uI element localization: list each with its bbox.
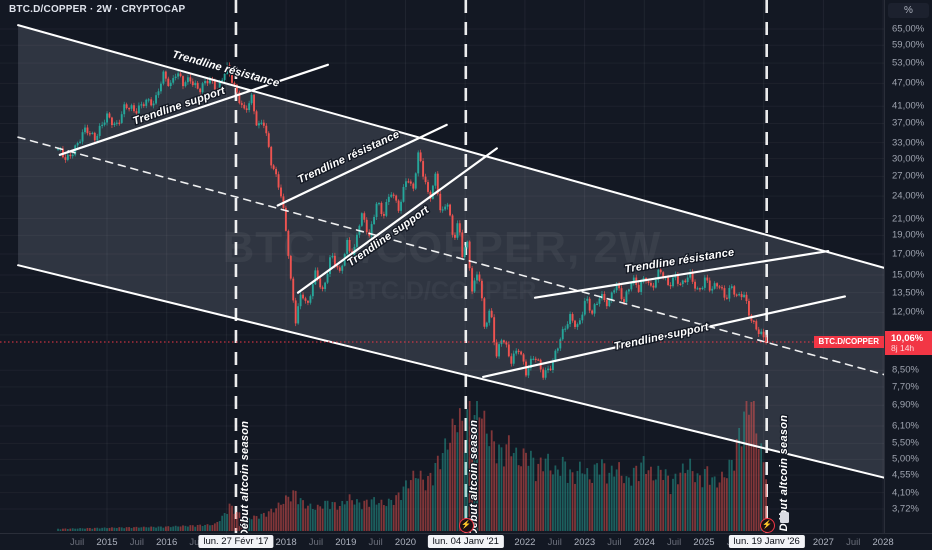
time-tick-label: 2028 [872,537,894,548]
price-tick-label: 8,50% [892,364,919,376]
event-date-box[interactable]: lun. 04 Janv '21 [427,535,504,548]
price-tick-label: 6,90% [892,399,919,411]
watermark-subtitle: BTC.D/COPPER [348,277,537,305]
price-tick-label: 13,50% [892,287,925,299]
lightning-event-icon[interactable]: ⚡ [458,518,474,533]
time-tick-label: 2019 [335,537,357,548]
time-tick-label: Juil [70,537,85,548]
percent-scale-button[interactable]: % [888,3,929,18]
last-price-label: 10,06% 8j 14h [885,331,932,356]
price-tick-label: 4,55% [892,469,919,481]
price-tick-label: 27,00% [892,170,925,182]
price-axis[interactable]: % 10,06% 8j 14h 65,00% 59,00% 53,00% 47,00%… [884,0,932,533]
price-tick-label: 37,00% [892,117,925,129]
trendline-3[interactable] [296,147,498,294]
volume-bars [57,401,767,531]
time-axis[interactable]: Juil2015Juil2016Juil2017Juil2018Juil2019… [0,533,932,550]
chart-canvas[interactable]: BTC.D/COPPER, 2W BTC.D/COPPER Trendline … [0,0,884,533]
price-tick-label: 41,00% [892,100,925,112]
last-price-value: 10,06% [891,333,924,345]
candlesticks [57,62,768,380]
time-tick-label: 2015 [96,537,118,548]
price-tick-label: 5,50% [892,437,919,449]
time-tick-label: Juil [368,537,383,548]
time-tick-label: 2023 [574,537,596,548]
lightning-event-icon[interactable]: ⚡ [759,518,775,533]
time-tick-label: 2024 [633,537,655,548]
channel-bottom-line[interactable] [17,264,884,479]
price-tick-label: 19,00% [892,229,925,241]
trendline-5[interactable] [482,295,846,379]
price-tick-label: 5,00% [892,453,919,465]
event-label-3: Début altcoin season [778,415,790,532]
price-tick-label: 33,00% [892,137,925,149]
price-tick-label: 24,00% [892,190,925,202]
symbol-price-tag: BTC.D/COPPER [813,336,884,349]
time-tick-label: Juil [667,537,682,548]
time-tick-label: 2022 [514,537,536,548]
trendline-2[interactable] [276,123,448,207]
time-tick-label: 2016 [156,537,178,548]
event-label-1: Début altcoin season [239,421,251,533]
time-tick-label: 2018 [275,537,297,548]
price-tick-label: 59,00% [892,39,925,51]
event-date-box[interactable]: lun. 27 Févr '17 [198,535,274,548]
price-tick-label: 17,00% [892,248,925,260]
price-tick-label: 21,00% [892,213,925,225]
price-tick-label: 3,72% [892,503,919,515]
channel-top-line[interactable] [17,24,884,269]
time-tick-label: Juil [607,537,622,548]
time-tick-label: Juil [308,537,324,548]
bar-countdown: 8j 14h [891,343,915,354]
time-tick-label: 2020 [394,537,417,548]
price-tick-label: 53,00% [892,57,925,69]
price-tick-label: 12,00% [892,306,925,318]
time-tick-label: 2025 [693,537,715,548]
time-tick-label: Juil [547,537,562,548]
time-tick-label: 2027 [812,537,834,548]
time-tick-label: Juil [846,537,861,548]
price-tick-label: 7,70% [892,381,919,393]
event-label-2: Début altcoin season [468,420,480,533]
watermark-symbol: BTC.D/COPPER, 2W [223,223,662,272]
price-tick-label: 6,10% [892,420,919,432]
price-tick-label: 47,00% [892,77,925,89]
trendline-4[interactable] [533,249,830,299]
price-tick-label: 30,00% [892,153,925,165]
time-tick-label: Juil [129,537,144,548]
symbol-title[interactable]: BTC.D/COPPER · 2W · CRYPTOCAP [9,4,186,15]
channel-midline-dashed[interactable] [17,136,884,376]
price-tick-label: 4,10% [892,487,919,499]
event-date-box[interactable]: lun. 19 Janv '26 [728,535,805,548]
drawing-lines[interactable] [0,24,884,479]
price-tick-label: 15,00% [892,269,925,281]
trendline-1[interactable] [58,63,329,156]
channel-fill [18,25,884,478]
price-tick-label: 65,00% [892,23,925,35]
time-tick-label: Juil [189,537,204,548]
note-flag-icon[interactable] [779,512,789,523]
